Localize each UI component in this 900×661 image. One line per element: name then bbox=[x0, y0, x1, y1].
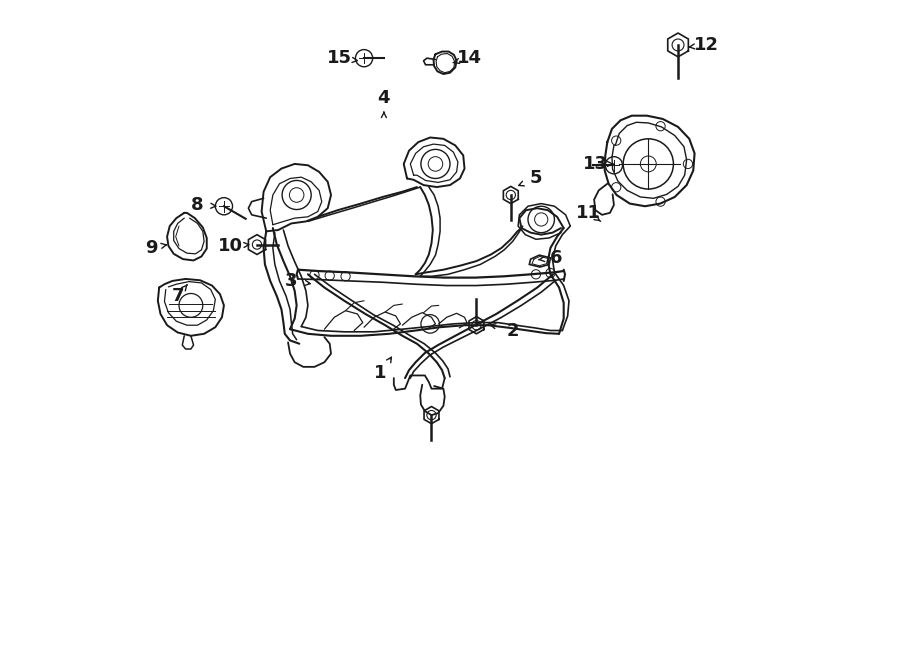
Polygon shape bbox=[529, 255, 551, 267]
Text: 13: 13 bbox=[583, 155, 608, 173]
Text: 8: 8 bbox=[191, 196, 203, 214]
Text: 12: 12 bbox=[694, 36, 719, 54]
Text: 15: 15 bbox=[327, 49, 352, 67]
Text: 6: 6 bbox=[550, 249, 562, 267]
Text: 7: 7 bbox=[171, 287, 184, 305]
Text: 5: 5 bbox=[530, 169, 542, 188]
Text: 11: 11 bbox=[576, 204, 601, 222]
Text: 4: 4 bbox=[378, 89, 391, 107]
Text: 2: 2 bbox=[507, 321, 519, 340]
Text: 1: 1 bbox=[374, 364, 387, 383]
Text: 10: 10 bbox=[218, 237, 243, 255]
Text: 9: 9 bbox=[145, 239, 158, 257]
Text: 3: 3 bbox=[285, 272, 298, 290]
Text: 14: 14 bbox=[457, 49, 482, 67]
